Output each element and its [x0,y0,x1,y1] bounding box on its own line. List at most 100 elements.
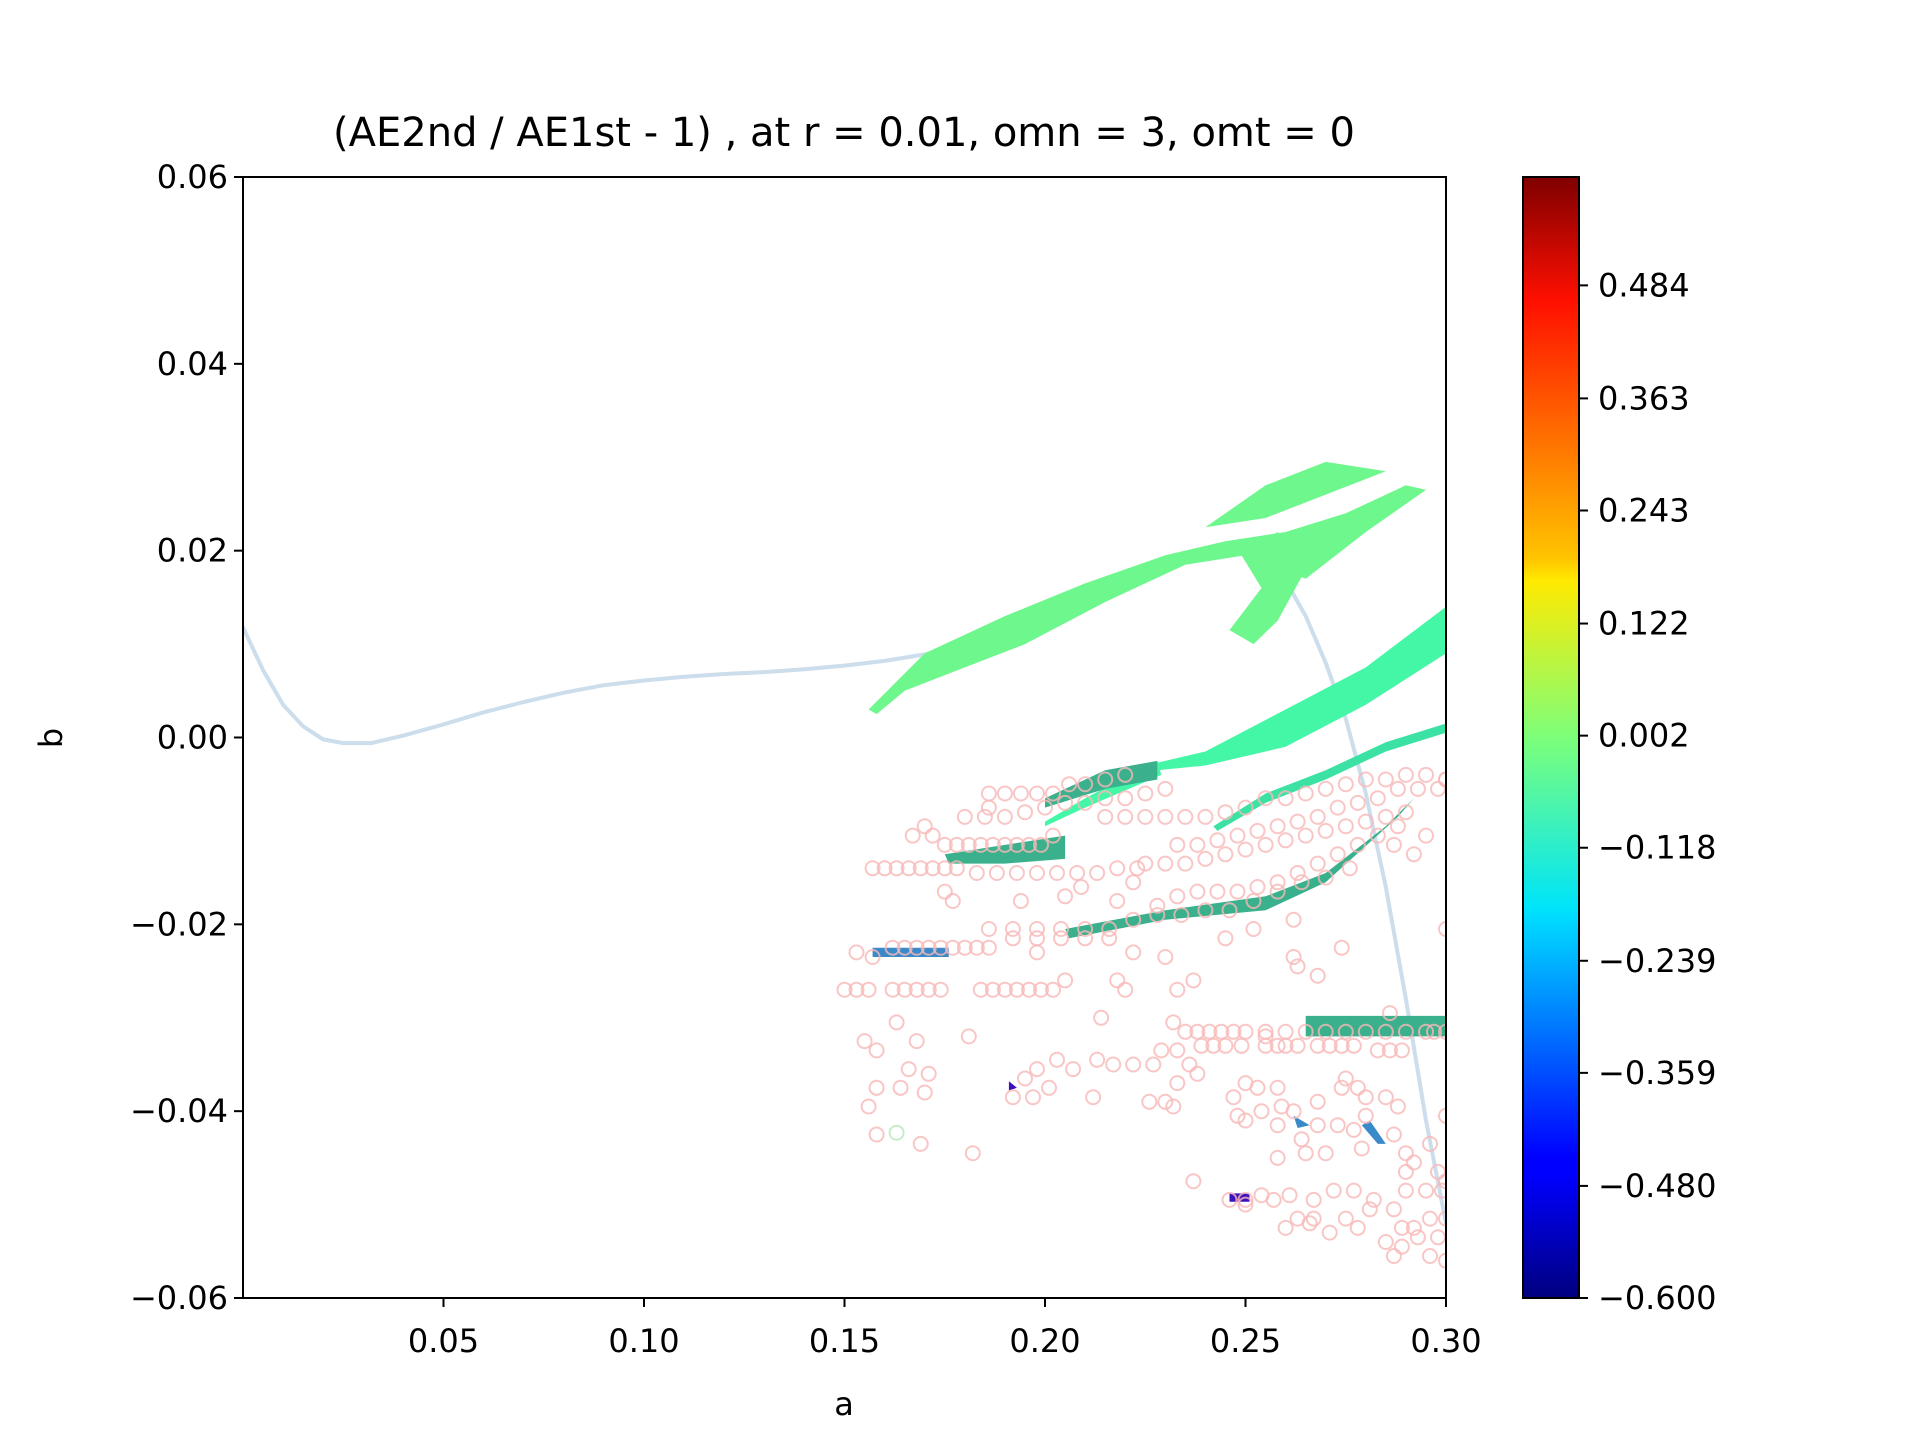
marker-point [1333,1037,1350,1054]
marker-point [1189,1065,1206,1082]
y-tick-label: −0.04 [130,1092,228,1130]
marker-point [1097,771,1114,788]
marker-point [1169,1075,1186,1092]
heatmap-region-3 [1145,606,1446,771]
marker-point [916,1084,933,1101]
marker-point [1137,785,1154,802]
marker-point [1369,1042,1386,1059]
marker-point [912,1135,929,1152]
x-axis: 0.05 0.10 0.15 0.20 0.25 0.30 [408,1298,1482,1360]
marker-point [1033,836,1049,853]
marker-point [860,981,877,998]
marker-point [920,1065,937,1082]
marker-point [1418,827,1434,844]
marker-point [1301,1215,1318,1232]
marker-point [1101,930,1118,947]
marker-point [1157,780,1174,797]
marker-point [1277,832,1294,849]
y-tick-label: 0.02 [157,532,228,570]
marker-point [856,1033,873,1050]
marker-point [1397,1023,1414,1040]
heatmap-region-11 [1361,1120,1386,1144]
marker-point [1253,1103,1270,1120]
marker-point [1109,860,1126,877]
marker-point [1117,981,1134,998]
marker-point [932,981,949,998]
marker-point [1377,1089,1394,1106]
marker-point [996,981,1013,998]
marker-point [1209,883,1226,900]
marker-point [1422,1210,1438,1227]
marker-point [836,981,853,998]
marker-point [980,799,997,816]
marker-point [1397,1145,1414,1162]
marker-point [1109,972,1126,989]
heatmap-region-9 [1305,1015,1446,1037]
marker-point [1422,1248,1438,1264]
colorbar-tick-label: 0.484 [1598,266,1690,304]
marker-point [1385,1201,1402,1218]
marker-point [1297,785,1314,802]
marker-point [1145,1056,1162,1073]
marker-point [1438,1023,1446,1040]
marker-point [1017,1070,1033,1087]
marker-point [1317,780,1334,797]
marker-point [1169,1042,1186,1059]
marker-point [1349,1079,1366,1096]
marker-point [1385,836,1402,853]
marker-point [1008,836,1025,853]
marker-point [1317,1145,1334,1162]
marker-point [1385,1126,1402,1143]
marker-point [1045,785,1061,802]
marker-point [1245,893,1262,909]
marker-point [876,860,893,877]
marker-point [908,939,925,956]
marker-point [1237,1191,1254,1208]
x-tick-label: 0.15 [809,1322,880,1360]
x-tick-label: 0.25 [1210,1322,1281,1360]
marker-point [904,827,921,844]
marker-point [1189,883,1206,900]
marker-point [972,981,989,998]
marker-point [1057,972,1074,989]
marker-point [1377,1234,1394,1250]
marker-point [1337,818,1354,835]
marker-point [1177,855,1194,872]
marker-point [1269,883,1286,900]
marker-point [1217,846,1234,863]
marker-point [1381,1005,1398,1022]
colorbar-tick-label: 0.243 [1598,491,1690,529]
marker-point [984,981,1001,998]
marker-point [1269,1037,1286,1054]
marker-point [1237,1112,1254,1129]
marker-point [1097,790,1114,807]
colorbar [1522,176,1580,1299]
marker-point [1221,1191,1238,1208]
marker-point [1438,771,1446,788]
marker-point [1225,1089,1242,1106]
marker-point [864,949,881,965]
marker-point [1333,939,1350,956]
marker-point [1409,1229,1426,1246]
marker-point [1017,804,1033,821]
marker-point [888,1014,905,1031]
marker-point [1357,1107,1374,1124]
marker-point [1321,1224,1338,1241]
marker-point [924,860,941,877]
marker-point [1141,1093,1158,1110]
marker-point [1438,1210,1446,1227]
colorbar-tick-label: −0.480 [1598,1167,1716,1205]
marker-point [884,981,901,998]
marker-point [972,836,989,853]
marker-point [1177,1023,1194,1040]
marker-point [1269,1117,1286,1134]
marker-point [1137,808,1154,825]
marker-point [1029,865,1045,881]
marker-point [1305,1191,1322,1208]
marker-point [1209,832,1226,849]
marker-point [1004,930,1021,947]
marker-point [1229,827,1246,844]
marker-point [1389,818,1406,835]
marker-point [1357,1023,1374,1040]
colorbar-tick-label: −0.118 [1598,829,1716,867]
